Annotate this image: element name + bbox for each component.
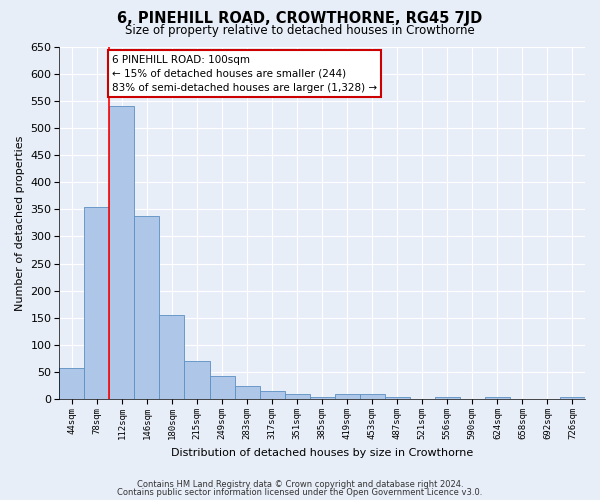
Bar	[109, 106, 134, 400]
Bar	[284, 394, 310, 400]
Bar	[335, 394, 360, 400]
Bar	[360, 394, 385, 400]
Bar	[560, 396, 585, 400]
X-axis label: Distribution of detached houses by size in Crowthorne: Distribution of detached houses by size …	[171, 448, 473, 458]
Bar	[410, 398, 435, 400]
Bar	[160, 315, 184, 400]
Bar	[435, 396, 460, 400]
Bar	[460, 398, 485, 400]
Text: Size of property relative to detached houses in Crowthorne: Size of property relative to detached ho…	[125, 24, 475, 37]
Text: 6 PINEHILL ROAD: 100sqm
← 15% of detached houses are smaller (244)
83% of semi-d: 6 PINEHILL ROAD: 100sqm ← 15% of detache…	[112, 54, 377, 92]
Text: 6, PINEHILL ROAD, CROWTHORNE, RG45 7JD: 6, PINEHILL ROAD, CROWTHORNE, RG45 7JD	[118, 11, 482, 26]
Bar	[310, 396, 335, 400]
Bar	[385, 396, 410, 400]
Bar	[485, 396, 510, 400]
Bar	[184, 362, 209, 400]
Bar	[209, 376, 235, 400]
Bar	[260, 390, 284, 400]
Bar	[535, 398, 560, 400]
Y-axis label: Number of detached properties: Number of detached properties	[15, 135, 25, 310]
Bar	[235, 386, 260, 400]
Text: Contains HM Land Registry data © Crown copyright and database right 2024.: Contains HM Land Registry data © Crown c…	[137, 480, 463, 489]
Bar	[85, 207, 109, 400]
Bar	[510, 398, 535, 400]
Text: Contains public sector information licensed under the Open Government Licence v3: Contains public sector information licen…	[118, 488, 482, 497]
Bar	[59, 368, 85, 400]
Bar	[134, 216, 160, 400]
